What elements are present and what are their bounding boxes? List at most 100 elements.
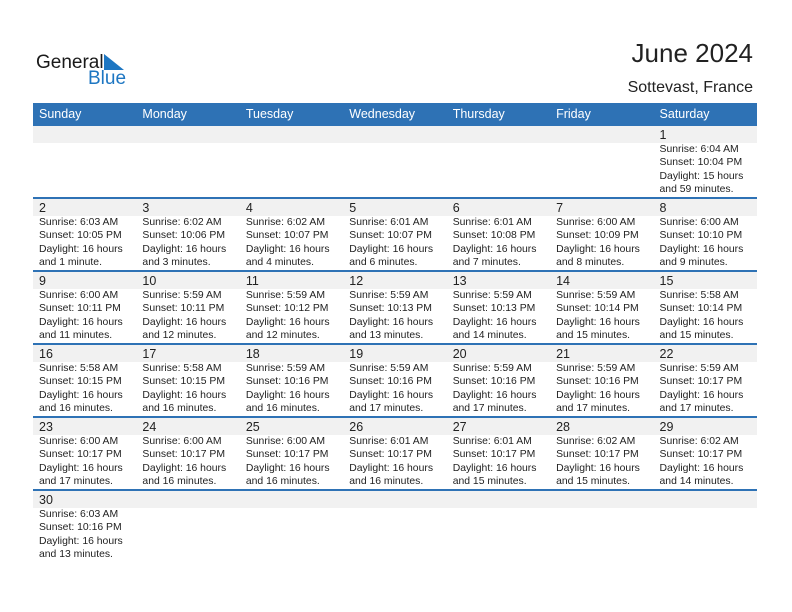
- day-cell: 7 Sunrise: 6:00 AM Sunset: 10:09 PM Dayligh…: [550, 199, 653, 270]
- empty-cell: [136, 126, 239, 197]
- daylight-text-cont: and 17 minutes.: [349, 403, 424, 415]
- day-cell: 19 Sunrise: 5:59 AM Sunset: 10:16 PM Daylig…: [343, 345, 446, 416]
- sunset-text: Sunset: 10:09 PM: [556, 230, 639, 242]
- location: Sottevast, France: [627, 79, 753, 96]
- day-cell: 13 Sunrise: 5:59 AM Sunset: 10:13 PM Daylig…: [447, 272, 550, 343]
- sunset-text: Sunset: 10:05 PM: [39, 230, 122, 242]
- day-cell: 2 Sunrise: 6:03 AM Sunset: 10:05 PM Dayligh…: [33, 199, 136, 270]
- sunset-text: Sunset: 10:14 PM: [659, 303, 743, 315]
- empty-cell: [447, 491, 550, 564]
- day-cell: 14 Sunrise: 5:59 AM Sunset: 10:14 PM Daylig…: [550, 272, 653, 343]
- sunrise-text: Sunrise: 6:01 AM: [349, 436, 429, 447]
- daylight-text: Daylight: 16 hours: [39, 389, 123, 401]
- daylight-text: Daylight: 16 hours: [142, 389, 227, 401]
- day-number: 4: [245, 201, 253, 215]
- sunset-text: Sunset: 10:14 PM: [556, 303, 639, 315]
- sunset-text: Sunset: 10:17 PM: [659, 449, 743, 461]
- daylight-text-cont: and 16 minutes.: [349, 476, 424, 488]
- daylight-text-cont: and 14 minutes.: [452, 330, 527, 342]
- sunrise-text: Sunrise: 6:03 AM: [39, 509, 119, 520]
- day-cell: 29 Sunrise: 6:02 AM Sunset: 10:17 PM Daylig…: [654, 418, 757, 489]
- day-cell: 12 Sunrise: 5:59 AM Sunset: 10:13 PM Daylig…: [343, 272, 446, 343]
- sunset-text: Sunset: 10:15 PM: [39, 376, 122, 388]
- day-cell: 3 Sunrise: 6:02 AM Sunset: 10:06 PM Dayligh…: [136, 199, 239, 270]
- page-title: June 2024: [631, 38, 753, 68]
- sunrise-text: Sunrise: 6:00 AM: [39, 290, 119, 301]
- sunrise-text: Sunrise: 6:00 AM: [556, 217, 636, 228]
- daylight-text: Daylight: 16 hours: [349, 462, 434, 474]
- daylight-text-cont: and 12 minutes.: [245, 330, 320, 342]
- day-cell: 26 Sunrise: 6:01 AM Sunset: 10:17 PM Daylig…: [343, 418, 446, 489]
- weekday-header: Sunday Monday Tuesday Wednesday Thursday Frid…: [33, 103, 757, 126]
- daylight-text: Daylight: 16 hours: [142, 316, 227, 328]
- sunrise-text: Sunrise: 5:59 AM: [452, 290, 532, 301]
- sunrise-text: Sunrise: 6:01 AM: [452, 217, 532, 228]
- sunrise-text: Sunrise: 6:00 AM: [245, 436, 325, 447]
- daylight-text: Daylight: 16 hours: [349, 316, 434, 328]
- day-number: 23: [39, 420, 53, 434]
- daylight-text-cont: and 16 minutes.: [142, 476, 217, 488]
- daylight-text: Daylight: 16 hours: [452, 243, 537, 255]
- sunset-text: Sunset: 10:04 PM: [659, 157, 743, 169]
- sunset-text: Sunset: 10:07 PM: [349, 230, 432, 242]
- daylight-text-cont: and 59 minutes.: [659, 184, 734, 196]
- daylight-text-cont: and 12 minutes.: [142, 330, 217, 342]
- empty-cell: [343, 126, 446, 197]
- day-number: 17: [142, 347, 157, 361]
- sunset-text: Sunset: 10:17 PM: [659, 376, 743, 388]
- day-cell: 4 Sunrise: 6:02 AM Sunset: 10:07 PM Dayligh…: [240, 199, 343, 270]
- daylight-text: Daylight: 16 hours: [245, 243, 330, 255]
- daylight-text-cont: and 17 minutes.: [452, 403, 527, 415]
- sunset-text: Sunset: 10:16 PM: [556, 376, 639, 388]
- day-number: 2: [39, 201, 46, 215]
- day-cell: 25 Sunrise: 6:00 AM Sunset: 10:17 PM Daylig…: [240, 418, 343, 489]
- day-cell: 9 Sunrise: 6:00 AM Sunset: 10:11 PM Dayligh…: [33, 272, 136, 343]
- day-number: 12: [349, 274, 364, 288]
- week-row: 1 Sunrise: 6:04 AM Sunset: 10:04 PM Dayligh…: [33, 126, 757, 199]
- sunset-text: Sunset: 10:13 PM: [452, 303, 536, 315]
- daylight-text: Daylight: 16 hours: [39, 535, 123, 547]
- sunset-text: Sunset: 10:08 PM: [452, 230, 536, 242]
- sunset-text: Sunset: 10:10 PM: [659, 230, 743, 242]
- daylight-text: Daylight: 16 hours: [142, 243, 227, 255]
- sunrise-text: Sunrise: 5:59 AM: [556, 363, 636, 374]
- sunset-text: Sunset: 10:11 PM: [39, 303, 121, 315]
- logo-triangle-icon: [104, 54, 124, 70]
- sunrise-text: Sunrise: 5:59 AM: [452, 363, 532, 374]
- day-cell: 30 Sunrise: 6:03 AM Sunset: 10:16 PM Daylig…: [33, 491, 136, 564]
- calendar: Sunday Monday Tuesday Wednesday Thursday Frid…: [33, 103, 757, 564]
- day-number: 27: [452, 420, 467, 434]
- daylight-text-cont: and 17 minutes.: [39, 476, 113, 488]
- day-number: 22: [659, 347, 674, 361]
- sunrise-text: Sunrise: 6:01 AM: [452, 436, 532, 447]
- day-number: 26: [349, 420, 364, 434]
- weekday-thursday: Thursday: [452, 107, 505, 121]
- day-cell: 17 Sunrise: 5:58 AM Sunset: 10:15 PM Daylig…: [136, 345, 239, 416]
- daylight-text-cont: and 17 minutes.: [659, 403, 734, 415]
- sunrise-text: Sunrise: 6:04 AM: [659, 144, 739, 155]
- daylight-text-cont: and 16 minutes.: [142, 403, 217, 415]
- sunset-text: Sunset: 10:17 PM: [556, 449, 639, 461]
- logo-text-blue: Blue: [88, 68, 127, 89]
- daylight-text: Daylight: 16 hours: [452, 389, 537, 401]
- empty-cell: [136, 491, 239, 564]
- sunrise-text: Sunrise: 5:59 AM: [659, 363, 739, 374]
- day-number: 20: [452, 347, 467, 361]
- daylight-text-cont: and 13 minutes.: [349, 330, 424, 342]
- empty-cell: [240, 126, 343, 197]
- weekday-saturday: Saturday: [659, 107, 710, 121]
- sunrise-text: Sunrise: 5:59 AM: [245, 363, 325, 374]
- daylight-text-cont: and 15 minutes.: [556, 330, 631, 342]
- empty-cell: [654, 491, 757, 564]
- day-number: 19: [349, 347, 364, 361]
- weekday-wednesday: Wednesday: [349, 107, 416, 121]
- daylight-text: Daylight: 16 hours: [39, 316, 123, 328]
- day-cell: 15 Sunrise: 5:58 AM Sunset: 10:14 PM Daylig…: [654, 272, 757, 343]
- daylight-text-cont: and 17 minutes.: [556, 403, 631, 415]
- sunrise-text: Sunrise: 5:59 AM: [556, 290, 636, 301]
- day-cell: 23 Sunrise: 6:00 AM Sunset: 10:17 PM Daylig…: [33, 418, 136, 489]
- daylight-text: Daylight: 16 hours: [556, 316, 640, 328]
- sunset-text: Sunset: 10:15 PM: [142, 376, 226, 388]
- sunrise-text: Sunrise: 5:59 AM: [349, 363, 429, 374]
- day-cell: 11 Sunrise: 5:59 AM Sunset: 10:12 PM Daylig…: [240, 272, 343, 343]
